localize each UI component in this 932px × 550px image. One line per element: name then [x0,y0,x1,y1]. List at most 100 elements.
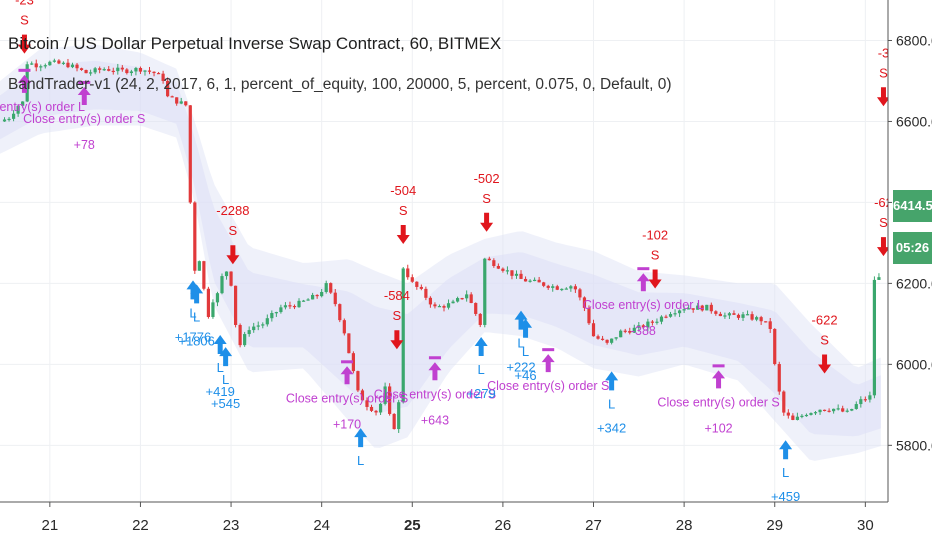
candle-body [465,294,469,299]
candle-body [383,386,387,404]
signal-label: L [193,309,200,324]
last-price-label: 6414.5 [893,190,932,222]
candle-body [288,305,292,307]
close-arrow [541,354,555,373]
candle-body [125,69,129,74]
candle-body [52,60,56,62]
candle-body [138,67,143,72]
candle-body [469,294,473,303]
candle-body [673,313,677,315]
symbol-title: Bitcoin / US Dollar Perpetual Inverse Sw… [8,34,502,53]
candle-body [474,302,478,314]
candle-body [877,277,881,280]
candle-body [687,308,691,310]
close-marker-bar [712,364,725,368]
candle-body [365,400,369,407]
candle-body [256,325,260,327]
candle-body [569,286,573,289]
candle-body [578,289,582,298]
candle-body [437,306,442,308]
time-tick-label: 23 [223,517,240,534]
candle-body [329,283,333,293]
time-axis[interactable]: 21 22 23 24 25 26 27 28 29 30 [41,502,874,534]
signal-label: S [399,203,408,218]
candle-body [211,302,215,317]
candle-body [705,304,709,311]
candle-body [247,330,251,335]
candle-body [659,316,664,322]
study-legend[interactable]: BandTrader-v1 (24, 2, 2017, 6, 1, percen… [8,76,672,93]
candle-body [143,70,147,72]
candle-body [397,402,401,430]
candle-body [79,68,84,70]
long-arrow [190,284,204,304]
signal-label: +1776 [175,329,212,344]
candle-body [274,312,278,314]
candle-body [668,314,673,317]
candle-body [863,399,867,401]
candle-body [57,60,61,64]
candle-body [478,313,482,325]
candle-body [224,271,229,277]
candle-body [215,293,220,303]
signal-label: +545 [211,396,240,411]
candle-body [129,71,133,74]
price-tick-label: 6800.0 [896,32,932,48]
candle-body [75,64,79,69]
price-tick-label: 6000.0 [896,356,932,372]
candle-body [501,268,505,271]
candle-body [546,285,550,288]
candle-body [492,260,496,266]
candle-body [600,338,605,340]
short-arrow [876,237,890,257]
candle-body [25,64,29,102]
candle-body [356,371,360,391]
long-arrow [219,347,233,367]
close-arrow [712,370,726,389]
candle-body [311,294,315,300]
time-tick-label: 22 [132,517,149,534]
candle-body [782,391,786,413]
candle-body [7,118,11,121]
price-axis[interactable]: 5800.06000.06200.06400.06600.06800.0 [888,32,932,453]
band-outer [0,44,881,461]
candle-body [410,277,414,282]
candle-body [637,325,641,328]
candle-body [21,101,25,106]
candle-body [741,314,745,318]
candle-body [773,328,777,365]
candle-body [850,408,854,411]
candle-body [868,395,872,400]
short-arrow [396,224,410,244]
long-arrow [779,440,793,460]
signal-label: -504 [390,183,416,198]
candle-body [804,414,809,417]
candle-body [591,323,596,337]
candle-body [61,62,66,64]
candle-body [822,409,827,411]
signal-label: L [522,344,529,359]
short-arrow [648,269,662,289]
close-arrow [428,362,442,381]
signal-label: +643 [421,413,449,427]
candle-body [102,69,106,71]
signal-label: Close entry(s) order S [487,379,609,393]
candle-body [16,105,20,114]
candle-body [93,68,97,73]
signal-label: +46 [515,368,537,383]
signal-label: -388 [631,324,656,338]
signal-label: S [20,13,29,28]
candle-body [188,105,192,203]
candle-body [338,304,342,321]
candle-body [89,72,93,74]
close-marker-bar [78,80,91,84]
candle-body [505,270,510,272]
candle-body [832,408,836,412]
candles [2,58,881,433]
candle-body [537,279,541,283]
candle-body [48,61,52,66]
candle-body [691,308,695,310]
candle-body [818,409,822,413]
candle-body [184,101,188,106]
